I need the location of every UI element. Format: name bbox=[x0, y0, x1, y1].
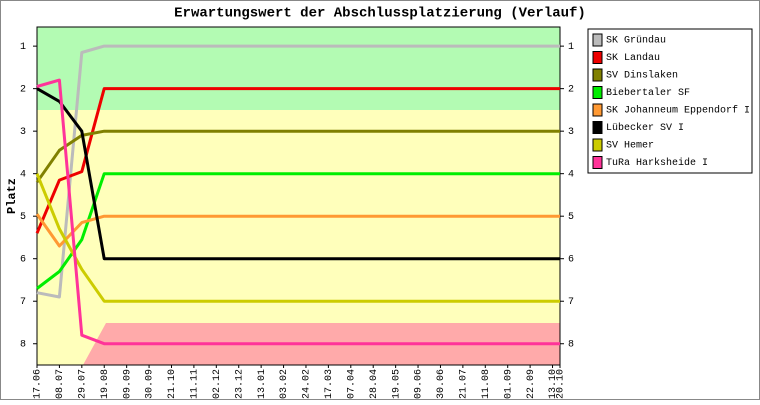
x-tick-label: 08.07 bbox=[55, 369, 66, 399]
x-tick-label: 13.10 bbox=[548, 369, 559, 399]
y2-tick-label: 8 bbox=[568, 339, 574, 350]
series-line bbox=[36, 78, 560, 346]
legend-swatch bbox=[592, 156, 603, 169]
x-tick-label: 11.11 bbox=[190, 369, 201, 399]
legend-label: Lübecker SV I bbox=[606, 122, 684, 134]
legend-swatch bbox=[592, 68, 603, 82]
legend-swatch bbox=[592, 138, 603, 152]
y-tick-label: 7 bbox=[20, 297, 26, 308]
legend-swatch bbox=[592, 103, 603, 117]
x-tick-label: 17.03 bbox=[324, 369, 335, 399]
y2-tick-label: 5 bbox=[568, 212, 574, 223]
x-tick-label: 23.12 bbox=[234, 369, 245, 399]
y-tick-label: 1 bbox=[20, 42, 26, 53]
x-tick-label: 09.09 bbox=[122, 369, 133, 399]
x-tick-label: 30.09 bbox=[145, 369, 156, 399]
legend-label: SK Gründau bbox=[606, 35, 666, 47]
y2-tick-label: 4 bbox=[568, 169, 574, 180]
y2-tick-label: 7 bbox=[568, 297, 574, 308]
zone-top bbox=[37, 27, 560, 110]
x-tick-label: 17.06 bbox=[33, 369, 44, 399]
y-tick-label: 2 bbox=[20, 84, 26, 95]
x-tick-label: 28.04 bbox=[369, 369, 380, 399]
y2-tick-label: 1 bbox=[568, 42, 574, 53]
chart-title: Erwartungswert der Abschlussplatzierung … bbox=[174, 6, 586, 22]
x-tick-label: 11.08 bbox=[481, 369, 492, 399]
y2-tick-label: 3 bbox=[568, 127, 574, 138]
legend-label: SK Landau bbox=[606, 52, 660, 64]
zone-middle bbox=[37, 110, 560, 365]
legend-swatch bbox=[592, 51, 603, 64]
series-line bbox=[35, 213, 560, 248]
x-tick-label: 19.05 bbox=[391, 369, 402, 399]
y-tick-label: 3 bbox=[20, 127, 26, 138]
y-axis-label: Platz bbox=[5, 178, 19, 214]
legend-swatch bbox=[592, 33, 603, 47]
y2-tick-label: 2 bbox=[568, 84, 574, 95]
x-tick-label: 03.02 bbox=[279, 369, 290, 399]
legend-label: Biebertaler SF bbox=[606, 87, 690, 99]
x-tick-label: 13.01 bbox=[257, 369, 268, 399]
x-tick-label: 02.12 bbox=[212, 369, 223, 399]
y-tick-label: 5 bbox=[20, 212, 26, 223]
legend-swatch bbox=[592, 121, 603, 134]
x-tick-label: 24.02 bbox=[302, 369, 313, 399]
x-tick-label: 07.04 bbox=[346, 369, 357, 399]
series-line bbox=[35, 87, 560, 234]
legend bbox=[587, 28, 753, 174]
legend-label: SV Hemer bbox=[606, 141, 654, 152]
x-tick-label: 01.09 bbox=[503, 369, 514, 399]
y-tick-label: 6 bbox=[20, 254, 26, 265]
legend-label: TuRa Harksheide I bbox=[606, 157, 708, 169]
x-tick-label: 09.06 bbox=[414, 369, 425, 399]
x-tick-label: 21.10 bbox=[167, 369, 178, 399]
x-tick-label: 30.06 bbox=[436, 369, 447, 399]
y2-tick-label: 6 bbox=[568, 254, 574, 265]
plot-border bbox=[36, 26, 561, 366]
x-tick-label: 20.10 bbox=[556, 369, 567, 399]
legend-label: SV Dinslaken bbox=[606, 70, 678, 82]
x-tick-label: 22.09 bbox=[526, 369, 537, 399]
series-line bbox=[35, 129, 560, 184]
y-tick-label: 8 bbox=[20, 339, 26, 350]
legend-swatch bbox=[592, 86, 603, 99]
x-tick-label: 19.08 bbox=[100, 369, 111, 399]
legend-label: SK Johanneum Eppendorf I bbox=[606, 105, 750, 117]
x-tick-label: 29.07 bbox=[77, 369, 88, 399]
series-line bbox=[36, 87, 560, 261]
x-tick-label: 21.07 bbox=[459, 369, 470, 399]
series-line bbox=[36, 172, 560, 290]
series-line bbox=[36, 44, 560, 299]
y-tick-label: 4 bbox=[20, 169, 26, 180]
series-line bbox=[35, 173, 560, 303]
